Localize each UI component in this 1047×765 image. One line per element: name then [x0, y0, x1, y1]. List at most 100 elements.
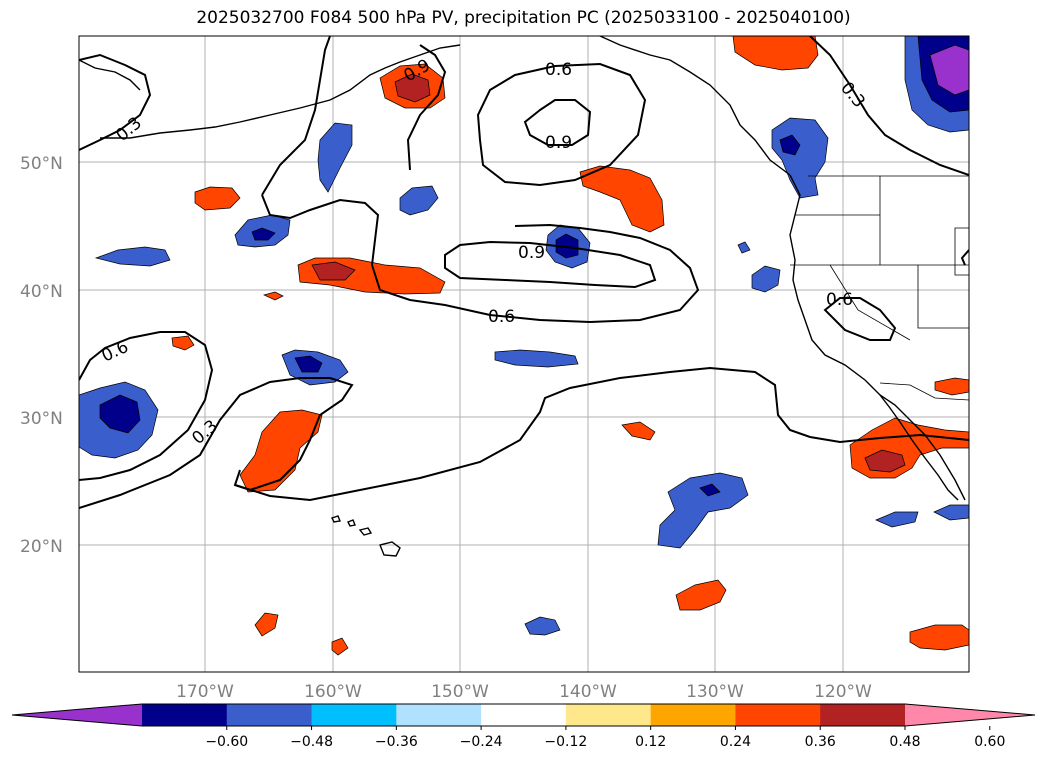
pos-blob-137w-47n — [579, 165, 665, 233]
neg-blob-175w-42n — [94, 246, 171, 267]
colorbar-swatch — [735, 704, 821, 726]
contour-0.6-alaska — [261, 36, 331, 196]
pos-blob-168w-47n — [194, 186, 241, 211]
lat-label-40n: 40°N — [20, 282, 63, 302]
colorbar-swatch — [396, 704, 482, 726]
neg-blob-north-canada-purple — [929, 44, 969, 96]
pos-blob-111w-32n — [934, 377, 969, 396]
pv-contours — [79, 36, 969, 509]
contour-0.3-subtropical — [234, 366, 969, 502]
pos-blob-165w-14n — [254, 612, 279, 637]
neg-blob-144w-14n — [524, 616, 561, 636]
lat-label-20n: 20°N — [20, 537, 63, 557]
pos-blob-alaska-gulf-core — [394, 73, 431, 103]
colorbar-swatch — [650, 704, 736, 726]
pos-blob-164w-28n — [239, 409, 323, 493]
neg-blob-142w-43n-core — [555, 233, 579, 259]
contour-0.3-east — [809, 36, 969, 176]
gridlines — [79, 36, 969, 672]
border-state-6 — [954, 227, 969, 276]
colorbar-swatch — [820, 704, 906, 726]
contour-0.6-loop-west — [261, 194, 380, 266]
colorbar-tick-label: −0.48 — [290, 734, 333, 750]
lon-label-120w: 120°W — [814, 682, 872, 702]
contour-0.6-middle — [406, 44, 447, 171]
neg-blob-144w-34n — [494, 349, 579, 368]
colorbar-tick-label: −0.60 — [205, 734, 248, 750]
colorbar-tick-label: 0.36 — [805, 734, 836, 750]
coastline-alaska-south — [599, 36, 791, 176]
pos-blob-166w-40n — [262, 291, 284, 301]
positive-precip-anomalies — [171, 36, 969, 656]
pos-blob-130w-16n — [675, 579, 727, 611]
colorbar-tick-label: 0.48 — [889, 734, 920, 750]
border-state-3 — [917, 265, 969, 329]
colorbar-swatch — [142, 704, 228, 726]
lon-label-140w: 140°W — [559, 682, 617, 702]
neg-blob-130w-24n — [657, 472, 749, 549]
coastline-baja-california — [879, 394, 959, 501]
contour-0.6-loop — [371, 223, 700, 324]
pos-blob-135w-29n — [621, 421, 656, 441]
contour-0.3-west — [79, 53, 152, 151]
colorbar-extend-low — [12, 704, 142, 726]
neg-blob-west-30n-core — [99, 394, 141, 434]
neg-blob-130w-24n-core — [699, 483, 721, 497]
contour-east-edge — [960, 249, 969, 266]
lat-label-30n: 30°N — [20, 409, 63, 429]
neg-blob-115w-22n — [875, 511, 919, 528]
colorbar-tick-label: 0.12 — [635, 734, 666, 750]
pos-blob-173w-36n — [171, 335, 195, 351]
map-frame — [78, 35, 970, 673]
lat-label-50n: 50°N — [20, 154, 63, 174]
pos-blob-bc-north — [732, 36, 819, 71]
contour-label-2: 0.9 — [545, 133, 572, 153]
contour-label-4: 0.9 — [518, 243, 545, 263]
colorbar-tick-label: −0.12 — [544, 734, 587, 750]
coastline-hawaii-maui — [358, 527, 373, 536]
pos-blob-baja-core — [864, 449, 906, 473]
contour-label-5: 0.6 — [488, 307, 515, 327]
neg-blob-bc-coast-core — [779, 134, 801, 156]
neg-blob-155w-48n — [399, 185, 439, 216]
colorbar-swatch — [226, 704, 313, 726]
neg-blob-162w-34n-core — [294, 355, 323, 373]
colorbar-swatch — [565, 704, 652, 726]
colorbar-tick-label: −0.24 — [460, 734, 503, 750]
pos-blob-158w-41n-core — [311, 261, 356, 281]
lon-label-170w: 170°W — [176, 682, 234, 702]
coastline-hawaii-big-island — [379, 541, 401, 557]
colorbar-tick-label: 0.24 — [720, 734, 751, 750]
map-content: 0.6 0.9 0.3 0.9 0.6 0.9 0.6 0.6 0.3 0.3 — [79, 36, 969, 672]
colorbar-swatch — [481, 704, 567, 726]
lat-labels: 50°N 40°N 30°N 20°N — [20, 154, 63, 557]
political-boundaries — [790, 175, 969, 401]
neg-blob-112w-22n — [933, 504, 969, 521]
coastline-hawaii-kauai — [331, 515, 341, 523]
coastline-hawaii-oahu — [347, 519, 356, 527]
lon-label-150w: 150°W — [431, 682, 489, 702]
neg-blob-south-alaska — [317, 122, 353, 193]
contour-0.9-north — [523, 99, 592, 146]
neg-blob-167w-43n-core — [251, 227, 276, 241]
border-state-5 — [829, 264, 911, 341]
contour-0.6-north — [476, 62, 647, 187]
plot-title: 2025032700 F084 500 hPa PV, precipitatio… — [196, 8, 851, 28]
coastline-alaska-west — [79, 59, 141, 91]
lon-label-160w: 160°W — [304, 682, 362, 702]
lon-label-130w: 130°W — [686, 682, 744, 702]
neg-blob-124w-44n — [737, 241, 751, 254]
colorbar-tick-label: 0.60 — [974, 734, 1005, 750]
contour-0.9-middle — [444, 240, 657, 289]
border-us-mexico — [879, 382, 969, 401]
colorbar-outline — [11, 703, 1036, 727]
pos-blob-112w-13n — [909, 624, 969, 651]
pos-blob-160w-12n — [331, 637, 349, 656]
neg-blob-124w-40n — [751, 265, 781, 293]
contour-label-1: 0.6 — [545, 60, 572, 80]
negative-precip-anomalies — [79, 36, 969, 636]
contour-0.3-south — [79, 377, 354, 509]
contour-0.6-california — [823, 297, 897, 341]
contour-0.6-southwest — [79, 331, 214, 481]
